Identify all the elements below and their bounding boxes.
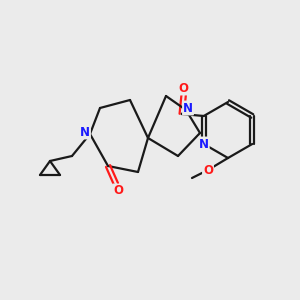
Text: N: N: [199, 137, 209, 151]
Text: N: N: [80, 125, 90, 139]
Text: O: O: [179, 82, 189, 94]
Text: O: O: [203, 164, 213, 176]
Text: N: N: [183, 101, 193, 115]
Text: O: O: [113, 184, 123, 197]
